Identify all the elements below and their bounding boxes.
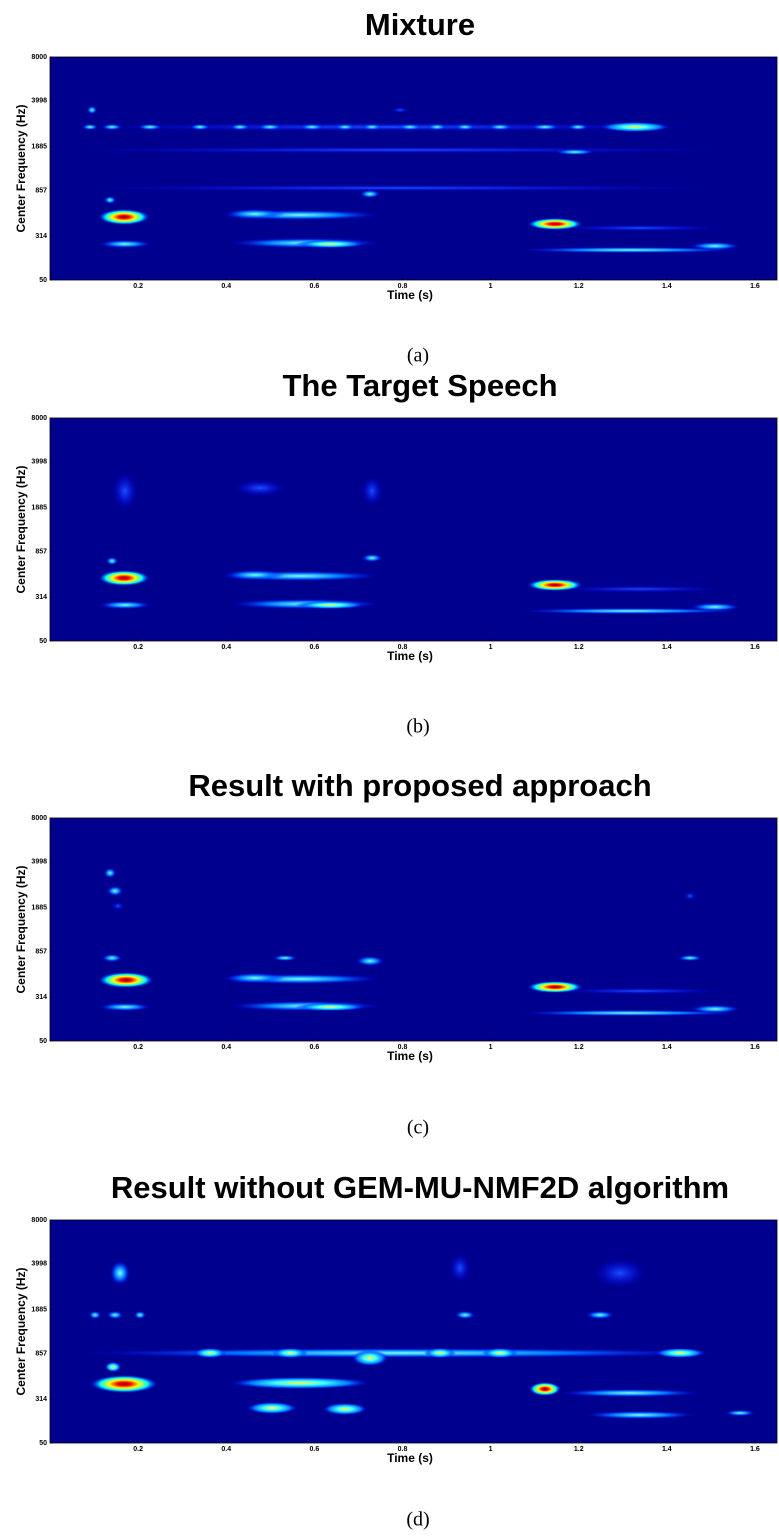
caption: (a)	[407, 345, 429, 367]
y-tick-label: 8000	[31, 1217, 47, 1224]
x-tick-label: 1.6	[750, 283, 760, 290]
x-tick-label: 1.2	[574, 644, 584, 651]
x-tick-label: 0.4	[221, 283, 231, 290]
figure: Mixture Center Frequency (Hz) Time (s) (a) 5…	[0, 0, 779, 1537]
x-tick-label: 0.6	[309, 283, 319, 290]
y-tick-label: 857	[35, 548, 47, 555]
y-axis-label: Center Frequency (Hz)	[14, 104, 28, 232]
y-tick-label: 314	[35, 594, 47, 601]
y-tick-label: 1885	[31, 143, 47, 150]
x-tick-label: 1.4	[662, 283, 672, 290]
x-tick-label: 1.6	[750, 1044, 760, 1051]
chart-title: Result without GEM-MU-NMF2D algorithm	[111, 1170, 729, 1205]
x-tick-label: 0.8	[398, 283, 408, 290]
y-tick-label: 857	[35, 1350, 47, 1357]
chart-title: Mixture	[365, 7, 475, 42]
x-tick-label: 1	[489, 1044, 493, 1051]
x-tick-label: 0.4	[221, 1446, 231, 1453]
y-tick-label: 50	[39, 1038, 47, 1045]
x-axis-label: Time (s)	[387, 288, 433, 302]
y-tick-label: 857	[35, 948, 47, 955]
x-tick-label: 0.2	[133, 1044, 143, 1051]
y-tick-label: 3998	[31, 98, 47, 105]
x-tick-label: 0.6	[309, 1446, 319, 1453]
y-axis-label: Center Frequency (Hz)	[14, 465, 28, 593]
x-axis-label: Time (s)	[387, 649, 433, 663]
x-axis-label: Time (s)	[387, 1049, 433, 1063]
x-tick-label: 0.6	[309, 1044, 319, 1051]
x-tick-label: 1	[489, 1446, 493, 1453]
caption: (c)	[407, 1117, 429, 1139]
caption: (b)	[406, 716, 429, 738]
x-tick-label: 0.2	[133, 644, 143, 651]
y-axis-label: Center Frequency (Hz)	[14, 1267, 28, 1395]
x-tick-label: 1.6	[750, 1446, 760, 1453]
y-tick-label: 8000	[31, 815, 47, 822]
x-tick-label: 0.4	[221, 1044, 231, 1051]
x-tick-label: 1	[489, 644, 493, 651]
plot-background	[50, 57, 777, 280]
x-tick-label: 1	[489, 283, 493, 290]
x-tick-label: 0.8	[398, 1446, 408, 1453]
page: {"chart_data": [ {"type": "spectrogram",…	[0, 0, 779, 1537]
x-tick-label: 0.2	[133, 283, 143, 290]
x-tick-label: 0.8	[398, 1044, 408, 1051]
y-tick-label: 50	[39, 277, 47, 284]
y-tick-label: 3998	[31, 1261, 47, 1268]
y-tick-label: 50	[39, 1440, 47, 1447]
plot-background	[50, 818, 777, 1041]
x-tick-label: 1.4	[662, 644, 672, 651]
x-tick-label: 0.8	[398, 644, 408, 651]
chart-title: Result with proposed approach	[188, 768, 651, 803]
chart-title: The Target Speech	[282, 368, 557, 403]
x-tick-label: 1.2	[574, 283, 584, 290]
y-tick-label: 8000	[31, 415, 47, 422]
y-axis-label: Center Frequency (Hz)	[14, 865, 28, 993]
y-tick-label: 1885	[31, 904, 47, 911]
y-tick-label: 3998	[31, 459, 47, 466]
x-axis-label: Time (s)	[387, 1451, 433, 1465]
x-tick-label: 1.2	[574, 1044, 584, 1051]
y-tick-label: 50	[39, 638, 47, 645]
y-tick-label: 314	[35, 1396, 47, 1403]
x-tick-label: 1.6	[750, 644, 760, 651]
caption: (d)	[406, 1509, 429, 1531]
y-tick-label: 3998	[31, 859, 47, 866]
x-tick-label: 0.2	[133, 1446, 143, 1453]
plot-background	[50, 1220, 777, 1443]
x-tick-label: 0.6	[309, 644, 319, 651]
plot-background	[50, 418, 777, 641]
y-tick-label: 1885	[31, 504, 47, 511]
x-tick-label: 0.4	[221, 644, 231, 651]
y-tick-label: 8000	[31, 54, 47, 61]
x-tick-label: 1.4	[662, 1044, 672, 1051]
x-tick-label: 1.4	[662, 1446, 672, 1453]
y-tick-label: 857	[35, 187, 47, 194]
x-tick-label: 1.2	[574, 1446, 584, 1453]
y-tick-label: 314	[35, 233, 47, 240]
y-tick-label: 1885	[31, 1306, 47, 1313]
y-tick-label: 314	[35, 994, 47, 1001]
